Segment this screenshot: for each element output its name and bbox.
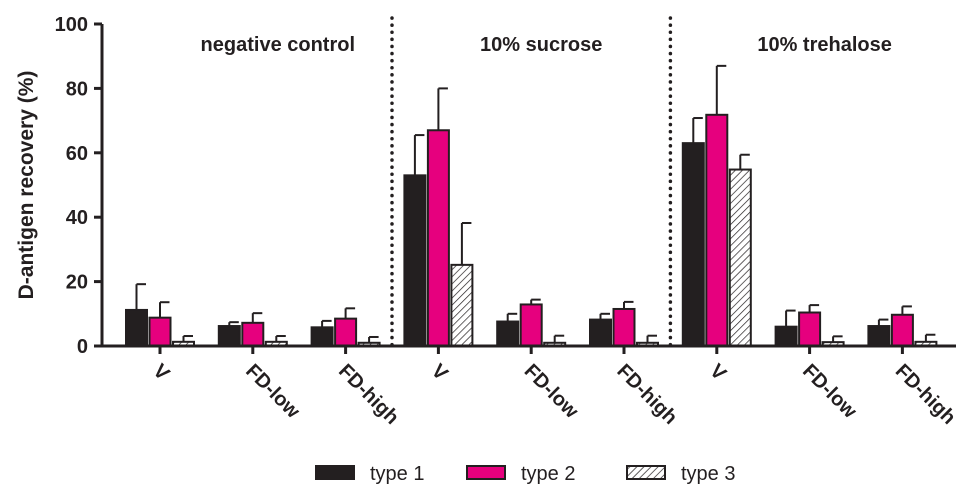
panel-title: 10% sucrose — [480, 34, 602, 56]
legend-label: type 3 — [681, 463, 735, 485]
legend-swatch-type-1 — [315, 465, 355, 480]
legend-swatch-type-2 — [466, 465, 506, 480]
bar-type-1 — [217, 325, 241, 348]
legend-swatch-type-3 — [626, 465, 666, 480]
y-tick-label: 80 — [66, 78, 88, 100]
bar-type-2 — [519, 303, 543, 348]
bar-type-1 — [589, 318, 612, 348]
bar-type-1 — [496, 320, 520, 348]
bar-type-1 — [681, 142, 705, 347]
bar-type-3 — [728, 168, 752, 347]
bar-type-1 — [867, 325, 891, 348]
x-tick-label: FD-high — [891, 360, 960, 429]
bar-type-2 — [890, 313, 914, 347]
bar-type-3 — [450, 263, 474, 347]
bar-type-2 — [241, 321, 265, 348]
bar-type-2 — [612, 307, 636, 347]
bar-type-1 — [774, 325, 798, 347]
x-tick-label: V — [148, 360, 173, 385]
y-tick-label: 100 — [55, 14, 88, 36]
y-tick-label: 20 — [66, 272, 88, 294]
panel-title: negative control — [201, 34, 355, 56]
legend-label: type 1 — [370, 463, 424, 485]
y-axis-title: D-antigen recovery (%) — [15, 71, 38, 300]
bar-type-1 — [125, 308, 148, 348]
x-tick-label: V — [427, 360, 452, 385]
y-tick-label: 40 — [66, 207, 88, 229]
x-tick-label: FD-low — [798, 360, 861, 423]
bar-type-1 — [403, 174, 427, 347]
bar-type-2 — [334, 317, 358, 348]
bar-type-1 — [310, 326, 334, 348]
x-tick-label: FD-high — [612, 360, 681, 429]
x-tick-label: FD-high — [334, 360, 403, 429]
y-tick-label: 60 — [66, 143, 88, 165]
x-tick-label: FD-low — [520, 360, 583, 423]
bar-type-2 — [426, 129, 450, 347]
y-tick-label: 0 — [77, 336, 88, 358]
x-tick-label: FD-low — [241, 360, 304, 423]
x-tick-label: V — [705, 360, 730, 385]
bar-type-2 — [148, 316, 172, 348]
panel-title: 10% trehalose — [757, 34, 892, 56]
bar-type-2 — [798, 311, 822, 347]
legend-label: type 2 — [521, 463, 575, 485]
bar-type-2 — [705, 113, 729, 347]
